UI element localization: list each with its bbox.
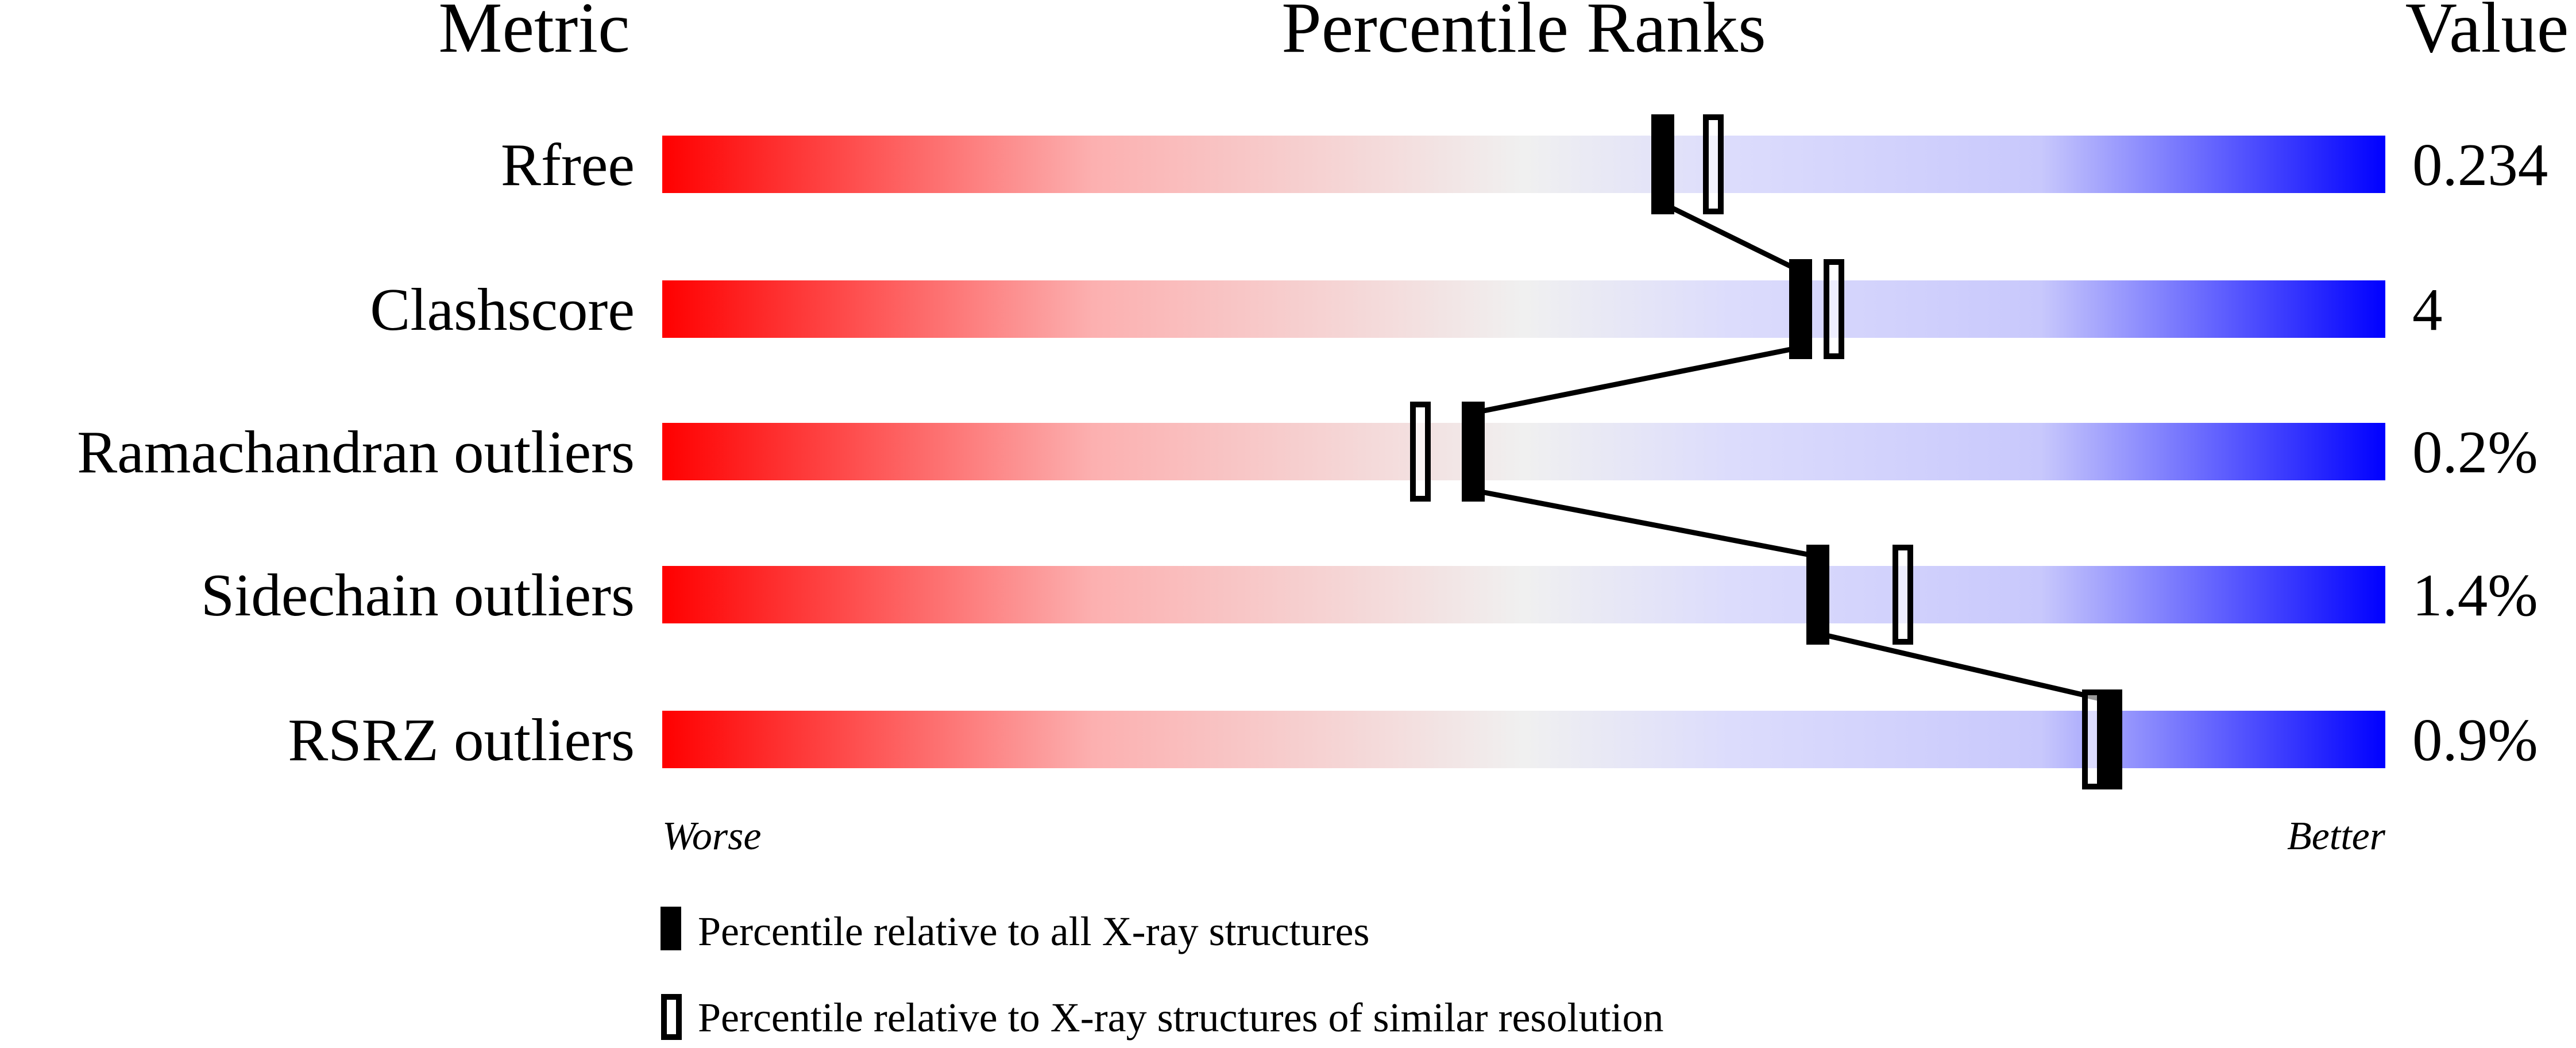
metric-value: 4 <box>2412 276 2443 343</box>
metric-value: 0.9% <box>2412 706 2538 773</box>
percentile-bar <box>662 566 2385 623</box>
metric-value: 0.2% <box>2412 418 2538 486</box>
marker-similar-resolution <box>1893 545 1913 645</box>
header-metric: Metric <box>438 0 629 68</box>
metric-value: 1.4% <box>2412 561 2538 629</box>
axis-label-better: Better <box>2287 814 2386 858</box>
metric-label: Clashscore <box>370 276 635 343</box>
marker-all-structures <box>1651 114 1674 214</box>
metric-label: Ramachandran outliers <box>77 418 635 486</box>
header-value: Value <box>2405 0 2569 68</box>
metric-label: Sidechain outliers <box>201 561 635 629</box>
metric-label: RSRZ outliers <box>288 706 635 773</box>
marker-similar-resolution <box>1703 114 1724 214</box>
connector-line <box>1660 200 1801 273</box>
header-percentile-ranks: Percentile Ranks <box>1281 0 1766 68</box>
legend-open-label: Percentile relative to X-ray structures … <box>698 995 1663 1041</box>
percentile-bar <box>662 136 2385 193</box>
metric-label: Rfree <box>501 131 635 198</box>
connector-line <box>1472 345 1800 416</box>
marker-all-structures <box>2099 689 2122 789</box>
percentile-bar <box>662 280 2385 338</box>
percentile-bar <box>662 711 2385 768</box>
connector-line <box>1816 630 2111 704</box>
axis-label-worse: Worse <box>662 814 761 858</box>
marker-similar-resolution <box>1410 402 1431 502</box>
legend-filled-marker <box>661 907 681 950</box>
marker-similar-resolution <box>1824 259 1844 359</box>
marker-all-structures <box>1806 545 1829 645</box>
marker-all-structures <box>1462 402 1485 502</box>
connector-line <box>1472 487 1817 559</box>
legend-open-marker <box>661 994 682 1040</box>
marker-all-structures <box>1789 259 1812 359</box>
percentile-bar <box>662 423 2385 480</box>
marker-similar-resolution <box>2082 689 2103 789</box>
legend-filled-label: Percentile relative to all X-ray structu… <box>698 908 1370 954</box>
metric-value: 0.234 <box>2412 131 2548 198</box>
